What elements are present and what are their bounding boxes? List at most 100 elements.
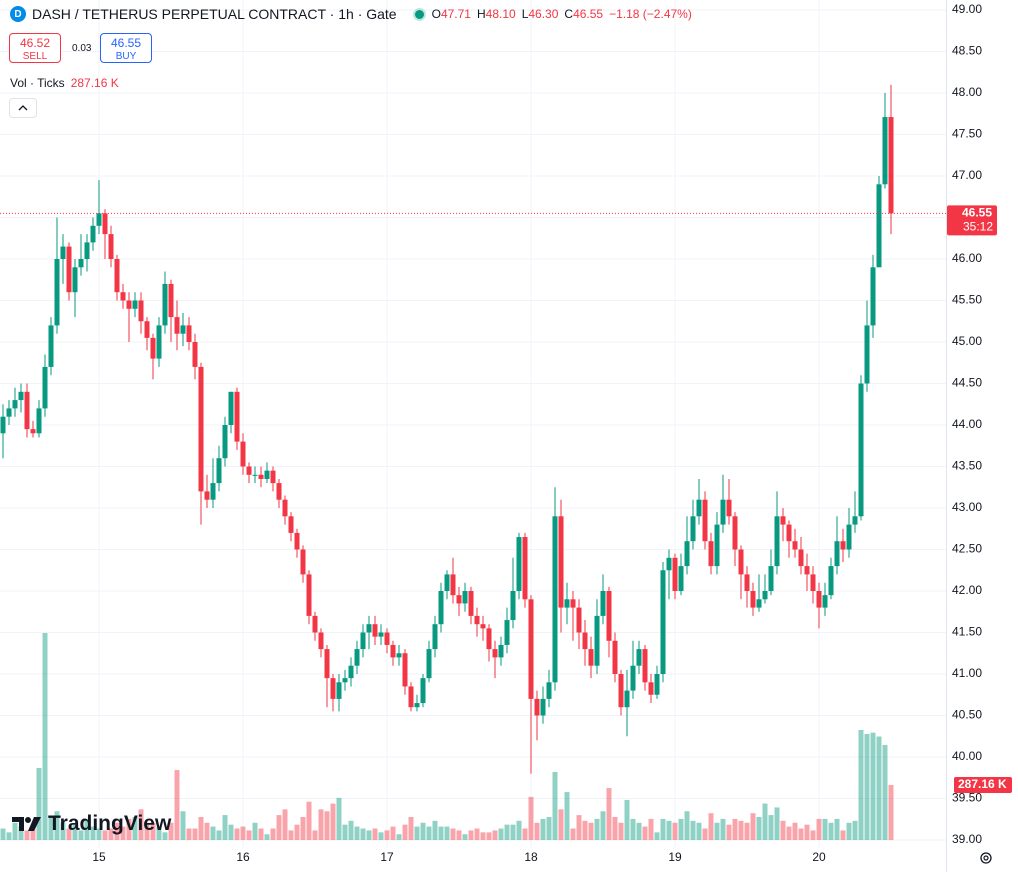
volume-bar — [258, 828, 264, 840]
candle-body — [432, 624, 438, 650]
candle-body — [798, 549, 804, 567]
volume-bar — [858, 729, 864, 840]
volume-bar — [246, 830, 252, 840]
volume-bar — [366, 830, 372, 840]
volume-bar — [606, 788, 612, 840]
y-tick-label: 45.00 — [952, 334, 982, 348]
candle-body — [360, 632, 366, 650]
volume-bar — [882, 744, 888, 840]
volume-bar — [822, 818, 828, 840]
volume-bar — [876, 736, 882, 840]
candle-body — [774, 516, 780, 567]
volume-bar — [138, 809, 144, 840]
volume-bar — [162, 832, 168, 840]
settings-icon[interactable] — [980, 852, 992, 864]
candle-body — [90, 225, 96, 243]
volume-bar — [696, 822, 702, 840]
ohlc-label: O — [431, 7, 441, 21]
volume-bar — [642, 826, 648, 840]
volume-bar — [744, 822, 750, 840]
candle-body — [876, 184, 882, 268]
candle-body — [192, 342, 198, 367]
candle-body — [786, 524, 792, 542]
volume-bar — [792, 822, 798, 840]
candle-body — [570, 599, 576, 608]
candle-body — [54, 259, 60, 326]
volume-bar — [654, 832, 660, 840]
candle-body — [594, 615, 600, 666]
collapse-button[interactable] — [9, 98, 37, 118]
volume-bar — [96, 828, 102, 840]
candle-body — [306, 574, 312, 616]
volume-legend: Vol · Ticks 287.16 K — [10, 76, 119, 90]
volume-bar — [300, 817, 306, 840]
volume-bar — [522, 828, 528, 840]
candle-body — [720, 499, 726, 525]
ohlc-label: L — [521, 7, 529, 21]
y-tick-label: 45.50 — [952, 293, 982, 307]
candle-body — [372, 624, 378, 637]
volume-bar — [54, 811, 60, 840]
volume-bar — [90, 826, 96, 840]
candle-body — [156, 325, 162, 359]
volume-bar — [354, 826, 360, 840]
candle-body — [666, 557, 672, 571]
candle-body — [66, 246, 72, 293]
candle-body — [204, 491, 210, 500]
candle-body — [408, 686, 414, 708]
candle-body — [270, 470, 276, 484]
candle-body — [732, 516, 738, 550]
volume-bar — [462, 834, 468, 840]
volume-title: Vol · Ticks — [10, 76, 65, 90]
volume-bar — [174, 770, 180, 840]
candle-body — [582, 632, 588, 650]
volume-bar — [672, 822, 678, 840]
candle-body — [60, 246, 66, 259]
volume-bar — [612, 817, 618, 840]
candle-body — [450, 574, 456, 596]
x-tick-label: 19 — [668, 850, 682, 864]
volume-bar — [426, 826, 432, 840]
candle-body — [792, 541, 798, 550]
y-tick-label: 43.00 — [952, 500, 982, 514]
sell-button[interactable]: 46.52 SELL — [9, 33, 61, 63]
candle-body — [438, 591, 444, 625]
y-tick-label: 47.50 — [952, 127, 982, 141]
candle-body — [738, 549, 744, 575]
candle-body — [168, 283, 174, 318]
buy-label: BUY — [115, 50, 137, 62]
volume-bar — [564, 792, 570, 840]
candle-body — [852, 516, 858, 525]
candle-body — [342, 678, 348, 683]
volume-bar — [312, 830, 318, 840]
volume-bar — [546, 817, 552, 840]
volume-bar — [504, 824, 510, 840]
volume-bar — [132, 817, 138, 840]
volume-bar — [36, 767, 42, 840]
candle-body — [294, 532, 300, 550]
candle-body — [672, 557, 678, 591]
candle-body — [624, 690, 630, 708]
volume-bar — [690, 820, 696, 840]
ohlc-value: 46.30 — [528, 7, 559, 21]
y-tick-label: 39.50 — [952, 791, 982, 805]
volume-bar — [834, 818, 840, 840]
volume-bar — [420, 822, 426, 840]
volume-bar — [438, 826, 444, 840]
candle-body — [330, 678, 336, 699]
candle-body — [6, 408, 12, 417]
buy-button[interactable]: 46.55 BUY — [100, 33, 152, 63]
candle-body — [864, 325, 870, 384]
candle-body — [552, 516, 558, 683]
candle-body — [312, 615, 318, 633]
candle-body — [48, 325, 54, 367]
volume-bar — [474, 828, 480, 840]
volume-bar — [288, 830, 294, 840]
y-tick-label: 42.00 — [952, 583, 982, 597]
candle-body — [696, 499, 702, 517]
volume-bar — [738, 820, 744, 840]
candle-body — [174, 317, 180, 334]
candle-body — [660, 570, 666, 674]
volume-bar — [186, 828, 192, 840]
